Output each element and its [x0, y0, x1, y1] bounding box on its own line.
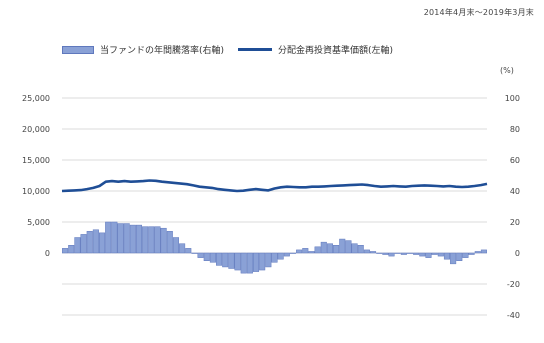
bar: [283, 252, 290, 257]
left-tick-label: 5,000: [27, 218, 50, 227]
bar: [252, 252, 260, 272]
bar: [154, 226, 161, 254]
bar: [62, 248, 69, 254]
bar: [345, 240, 352, 254]
bar: [388, 252, 395, 257]
bar: [80, 234, 87, 254]
bar: [68, 245, 75, 254]
legend-line-swatch: [238, 48, 273, 51]
nav-line: [61, 179, 488, 193]
bar: [216, 252, 223, 266]
bar: [271, 252, 278, 263]
legend-line-label: 分配金再投資基準価額(左軸): [278, 46, 394, 56]
left-tick-label: 15,000: [22, 156, 50, 165]
bar: [370, 251, 377, 254]
bar: [197, 252, 204, 258]
bar: [431, 252, 438, 255]
bar: [105, 221, 112, 254]
bar: [289, 252, 297, 254]
bar: [277, 252, 284, 260]
bar: [400, 252, 407, 255]
bar: [456, 252, 463, 261]
right-tick-label: 0: [515, 249, 520, 258]
left-tick-label: 10,000: [22, 187, 50, 196]
bar: [339, 238, 346, 254]
legend-bar-swatch: [62, 45, 94, 54]
bar: [234, 252, 241, 271]
bar: [172, 237, 179, 254]
bar: [246, 252, 253, 274]
right-tick-label: 100: [505, 94, 520, 103]
bar: [240, 252, 247, 274]
bar: [351, 243, 358, 254]
bar: [468, 252, 475, 255]
bar: [86, 231, 93, 254]
right-tick-label: -20: [507, 280, 520, 289]
bar: [413, 252, 420, 255]
bar: [99, 232, 106, 254]
bar: [419, 252, 426, 257]
bar: [480, 249, 487, 254]
left-tick-label: 20,000: [22, 125, 50, 134]
bar: [363, 249, 370, 254]
bar: [376, 252, 383, 254]
bar: [320, 241, 327, 254]
bar: [437, 252, 444, 257]
bar: [203, 252, 210, 261]
bar: [382, 252, 389, 255]
bar: [209, 252, 216, 263]
bar: [357, 245, 364, 254]
left-tick-label: 25,000: [22, 94, 50, 103]
legend-bar-label: 当ファンドの年間騰落率(右軸): [100, 46, 225, 56]
bar: [222, 252, 229, 268]
bar: [123, 223, 130, 254]
legend: 当ファンドの年間騰落率(右軸) 分配金再投資基準価額(左軸): [62, 43, 393, 56]
right-tick-label: 40: [510, 187, 520, 196]
bar: [92, 229, 99, 254]
bar: [333, 245, 340, 254]
bar: [185, 248, 192, 254]
bar: [265, 252, 272, 268]
bar: [394, 252, 401, 254]
bar: [314, 246, 321, 254]
bar: [450, 252, 457, 265]
bar: [166, 231, 173, 254]
bar: [74, 237, 81, 254]
bar: [326, 243, 333, 254]
bar: [135, 224, 143, 254]
bar: [148, 226, 155, 254]
bar: [308, 251, 315, 254]
period-label: 2014年4月末～2019年3月末: [423, 8, 534, 17]
bar: [259, 252, 266, 271]
right-tick-label: 20: [510, 218, 520, 227]
bar: [129, 224, 136, 254]
bar: [117, 223, 124, 254]
bar: [160, 227, 167, 254]
bar: [191, 252, 198, 254]
right-tick-label: 80: [510, 125, 520, 134]
right-tick-label: 60: [510, 156, 520, 165]
bar: [179, 243, 186, 254]
left-tick-label: 0: [45, 249, 50, 258]
bar: [425, 252, 432, 258]
bar: [302, 248, 309, 254]
bar: [474, 251, 481, 254]
bar: [142, 226, 149, 254]
right-axis-unit: (%): [500, 66, 514, 75]
right-tick-label: -40: [507, 311, 520, 320]
bar: [228, 252, 235, 269]
bar: [111, 221, 118, 254]
bar: [462, 252, 469, 258]
bar: [406, 252, 414, 254]
bar: [296, 249, 303, 254]
bar: [443, 252, 450, 260]
